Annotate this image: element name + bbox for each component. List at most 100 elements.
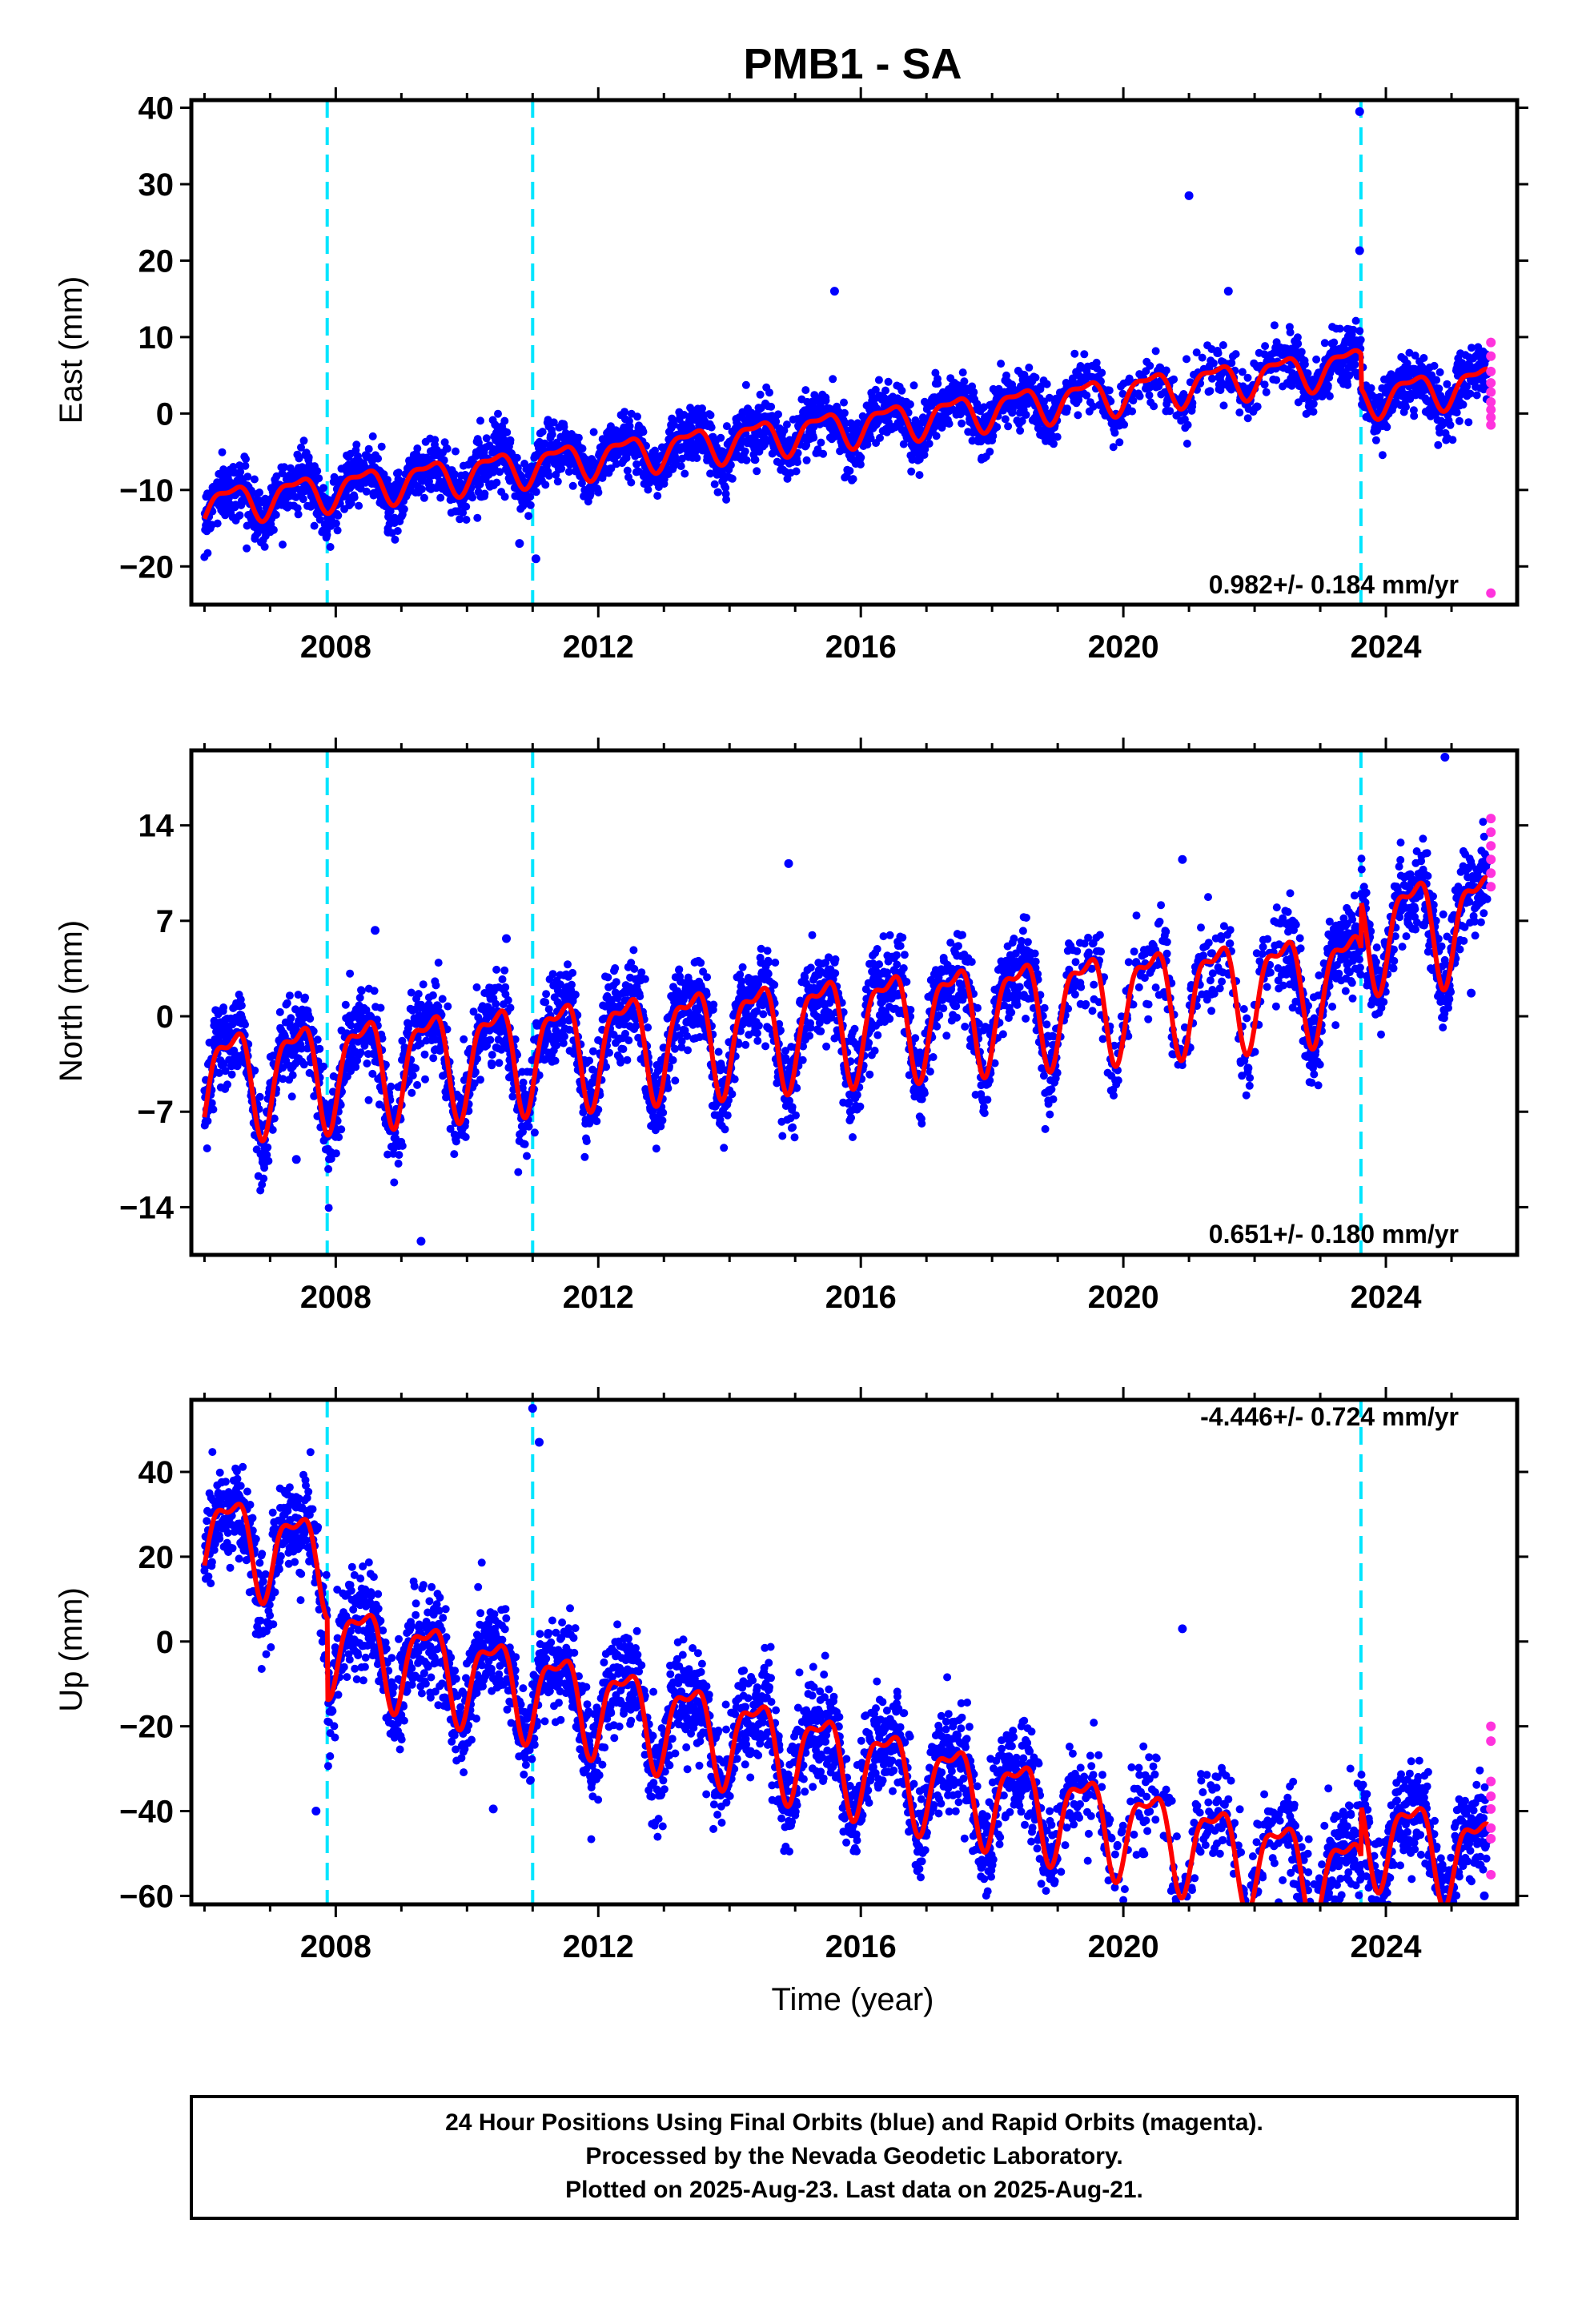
north-final-point	[395, 1151, 404, 1160]
east-final-point	[496, 468, 504, 476]
east-final-point	[594, 488, 603, 497]
east-final-point	[362, 487, 371, 496]
east-final-point	[560, 423, 568, 431]
east-final-point	[782, 420, 791, 429]
east-final-point	[440, 456, 448, 464]
east-final-point	[620, 408, 629, 416]
east-final-point	[352, 440, 361, 449]
east-final-point	[304, 453, 313, 461]
east-final-point	[1464, 418, 1473, 427]
east-final-point	[1209, 359, 1218, 368]
east-final-point	[473, 513, 482, 522]
north-final-point	[255, 1092, 264, 1101]
east-final-point	[741, 447, 749, 456]
north-final-point	[552, 1041, 561, 1050]
east-final-point	[364, 444, 373, 453]
east-final-point	[462, 502, 471, 511]
east-final-point	[524, 512, 533, 521]
east-final-point	[1260, 380, 1269, 389]
east-final-point	[934, 380, 942, 388]
east-final-point	[1016, 426, 1025, 435]
east-final-point	[420, 493, 428, 502]
east-final-point	[907, 467, 916, 476]
east-final-point	[1243, 373, 1252, 382]
east-final-point	[1070, 349, 1079, 358]
north-final-point	[560, 1032, 568, 1041]
east-final-point	[1446, 420, 1455, 429]
north-final-point	[492, 999, 500, 1008]
east-final-point	[634, 467, 643, 476]
north-final-point	[203, 1116, 212, 1125]
north-final-point	[432, 981, 440, 990]
east-final-point	[1110, 428, 1119, 437]
east-final-point	[1270, 321, 1279, 330]
east-final-point	[681, 469, 689, 478]
north-final-point	[629, 946, 638, 955]
east-final-point	[1115, 438, 1124, 447]
east-final-point	[1286, 328, 1295, 336]
north-final-point	[306, 1015, 315, 1023]
east-final-point	[480, 489, 489, 498]
east-final-point	[574, 433, 583, 442]
east-final-point	[849, 475, 857, 484]
east-final-point	[1080, 350, 1089, 359]
east-final-point	[774, 410, 782, 419]
east-final-point	[819, 449, 828, 458]
east-final-point	[243, 544, 251, 553]
east-final-point	[793, 448, 802, 457]
east-final-point	[255, 489, 263, 497]
north-final-point	[592, 1117, 601, 1126]
north-final-point	[500, 966, 509, 975]
east-final-point	[236, 468, 245, 476]
east-final-point	[1135, 392, 1144, 400]
east-final-point	[644, 485, 652, 494]
east-final-point	[857, 453, 865, 462]
east-final-point	[653, 492, 662, 501]
east-final-point	[1455, 416, 1464, 425]
east-final-point	[299, 436, 308, 445]
east-final-point	[717, 433, 725, 442]
east-final-point	[538, 428, 547, 436]
north-final-point	[355, 993, 364, 1002]
east-final-point	[897, 386, 906, 395]
north-final-point	[412, 1064, 420, 1072]
north-final-point	[299, 1060, 308, 1069]
east-final-point	[383, 476, 391, 485]
east-final-point	[279, 541, 287, 549]
east-final-point	[417, 485, 426, 493]
east-final-point	[476, 480, 484, 489]
east-final-point	[278, 469, 287, 478]
east-rapid-point	[1486, 387, 1496, 397]
east-final-point	[722, 495, 731, 504]
east-rapid-point	[1486, 366, 1496, 376]
east-final-point	[1303, 369, 1312, 378]
north-final-point	[331, 1149, 340, 1158]
east-final-point	[874, 376, 883, 384]
north-final-point	[237, 1001, 246, 1010]
footer-frame	[190, 2095, 1519, 2220]
east-final-point	[297, 443, 305, 452]
east-final-point	[313, 467, 322, 476]
east-outlier-point	[531, 554, 540, 564]
north-final-point	[488, 1051, 496, 1059]
east-final-point	[391, 535, 400, 544]
east-rapid-point	[1486, 420, 1496, 430]
north-final-point	[275, 1007, 284, 1016]
north-final-point	[460, 1035, 468, 1043]
east-final-point	[347, 499, 355, 508]
east-final-point	[503, 428, 512, 436]
north-final-point	[227, 1070, 236, 1079]
east-final-point	[553, 477, 562, 486]
north-final-point	[287, 1014, 295, 1023]
east-plot-area	[180, 87, 1528, 617]
north-final-point	[219, 1003, 228, 1011]
north-final-point	[476, 1076, 484, 1084]
east-final-point	[235, 461, 244, 470]
east-final-point	[801, 386, 810, 395]
north-final-point	[203, 1144, 211, 1152]
north-final-point	[568, 980, 576, 989]
east-final-point	[706, 411, 715, 420]
east-final-point	[242, 455, 250, 464]
east-final-point	[1472, 391, 1481, 400]
east-final-point	[1243, 414, 1252, 423]
